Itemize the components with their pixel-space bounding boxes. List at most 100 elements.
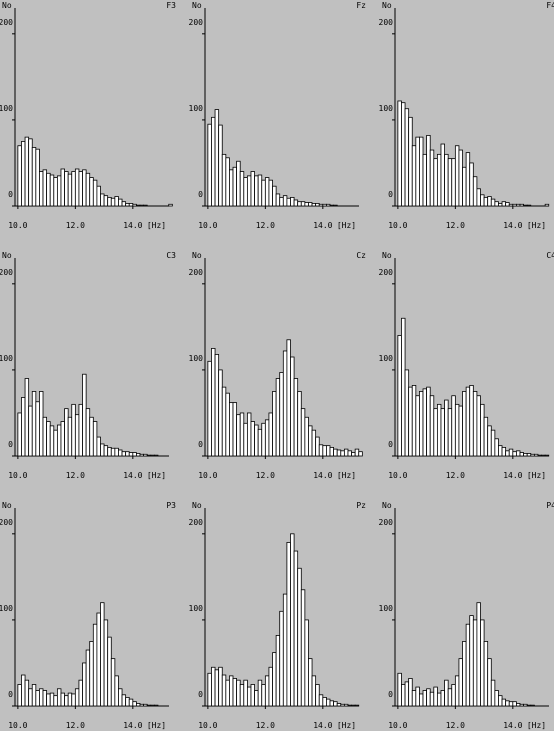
histogram-bar <box>136 453 141 457</box>
histogram-bar <box>544 203 550 207</box>
histogram-bar <box>39 171 44 207</box>
histogram-bar <box>82 662 87 707</box>
histogram-bar <box>472 176 478 207</box>
y-tick-label: 0 <box>388 690 393 699</box>
x-tick-label: 14.0 <box>123 721 142 730</box>
y-tick-label: 200 <box>0 18 13 27</box>
x-tick-label: 12.0 <box>446 471 465 480</box>
histogram-bar <box>214 669 220 707</box>
histogram-bar <box>483 416 489 457</box>
histogram-bar <box>236 160 241 207</box>
histogram-bar <box>232 166 238 207</box>
y-axis-label: No <box>382 251 392 260</box>
y-tick-label: 200 <box>189 18 204 27</box>
histogram-bar <box>444 153 449 207</box>
histogram-bar <box>300 201 306 207</box>
histogram-bar <box>53 695 58 707</box>
y-tick-label: 100 <box>379 604 394 613</box>
histogram-bar <box>143 453 148 457</box>
histogram-bar <box>326 203 331 207</box>
histogram-bar <box>444 679 449 707</box>
x-tick-label: 10.0 <box>8 221 27 230</box>
histogram-bar <box>261 684 266 707</box>
histogram-bar <box>519 203 525 207</box>
histogram-bar <box>315 203 320 207</box>
histogram-bar <box>17 145 22 207</box>
histogram-bar <box>264 177 270 207</box>
histogram-bar <box>516 450 521 457</box>
histogram-bar <box>53 429 58 457</box>
x-axis-unit-label: [Hz] <box>147 471 166 480</box>
histogram-bar <box>218 666 223 707</box>
histogram-bar <box>118 688 123 707</box>
histogram-bar <box>118 198 123 207</box>
histogram-bar <box>28 688 33 707</box>
y-tick-label: 100 <box>379 354 394 363</box>
histogram-bar <box>282 593 288 707</box>
histogram-bar <box>211 116 216 207</box>
histogram-bar <box>501 201 507 207</box>
histogram-bar <box>516 703 521 707</box>
histogram-bar <box>512 451 517 457</box>
y-tick-label: 100 <box>0 104 13 113</box>
histogram-bar <box>333 448 338 457</box>
histogram-bar <box>272 391 277 457</box>
histogram-bar <box>487 196 492 207</box>
histogram-bar <box>293 199 299 207</box>
histogram-bar <box>472 619 478 707</box>
histogram-bar <box>49 174 55 207</box>
y-tick-label: 0 <box>388 190 393 199</box>
histogram-bar <box>300 589 306 707</box>
histogram-bar <box>125 203 130 207</box>
y-tick-label: 0 <box>8 190 13 199</box>
x-tick-label: 10.0 <box>198 471 217 480</box>
histogram-bar <box>125 451 130 457</box>
panel-title: F4 <box>546 1 554 10</box>
histogram-bar <box>100 443 105 457</box>
histogram-bar <box>480 403 485 457</box>
histogram-bar <box>354 448 360 457</box>
histogram-bar <box>46 693 51 707</box>
histogram-bar <box>64 695 69 707</box>
histogram-bar <box>476 188 481 207</box>
histogram-bar <box>103 195 109 207</box>
histogram-bar <box>311 429 317 457</box>
histogram-bar <box>408 386 413 457</box>
x-tick-label: 12.0 <box>66 471 85 480</box>
histogram-bar <box>143 703 148 707</box>
histogram-bar <box>465 152 471 207</box>
histogram-bar <box>136 204 141 207</box>
histogram-bar <box>64 408 69 457</box>
x-tick-label: 12.0 <box>446 721 465 730</box>
y-tick-label: 0 <box>198 190 203 199</box>
histogram-bar <box>498 445 503 457</box>
histogram-bar <box>272 185 277 207</box>
x-axis-unit-label: [Hz] <box>147 221 166 230</box>
histogram-bar <box>404 108 410 207</box>
histogram-bar <box>35 690 40 707</box>
histogram-bar <box>49 425 55 457</box>
histogram-bar <box>268 179 273 207</box>
histogram-bar <box>322 696 327 707</box>
histogram-bar <box>419 136 424 207</box>
histogram-bar <box>508 701 514 707</box>
y-tick-label: 0 <box>8 440 13 449</box>
histogram-bar <box>261 422 266 457</box>
x-axis-unit-label: [Hz] <box>527 221 546 230</box>
histogram-bar <box>286 197 291 207</box>
histogram-bar <box>257 679 263 707</box>
x-tick-label: 12.0 <box>256 221 275 230</box>
histogram-bar <box>523 703 528 707</box>
histogram-bar <box>523 453 528 457</box>
x-tick-label: 14.0 <box>313 721 332 730</box>
histogram-bar <box>415 686 420 707</box>
histogram-bar <box>150 704 155 707</box>
histogram-bar <box>139 453 145 457</box>
histogram-bar <box>56 688 62 707</box>
histogram-bar <box>254 175 259 207</box>
histogram-bar <box>78 403 83 457</box>
histogram-bar <box>211 666 216 707</box>
x-tick-label: 12.0 <box>66 221 85 230</box>
histogram-bar <box>336 703 342 707</box>
